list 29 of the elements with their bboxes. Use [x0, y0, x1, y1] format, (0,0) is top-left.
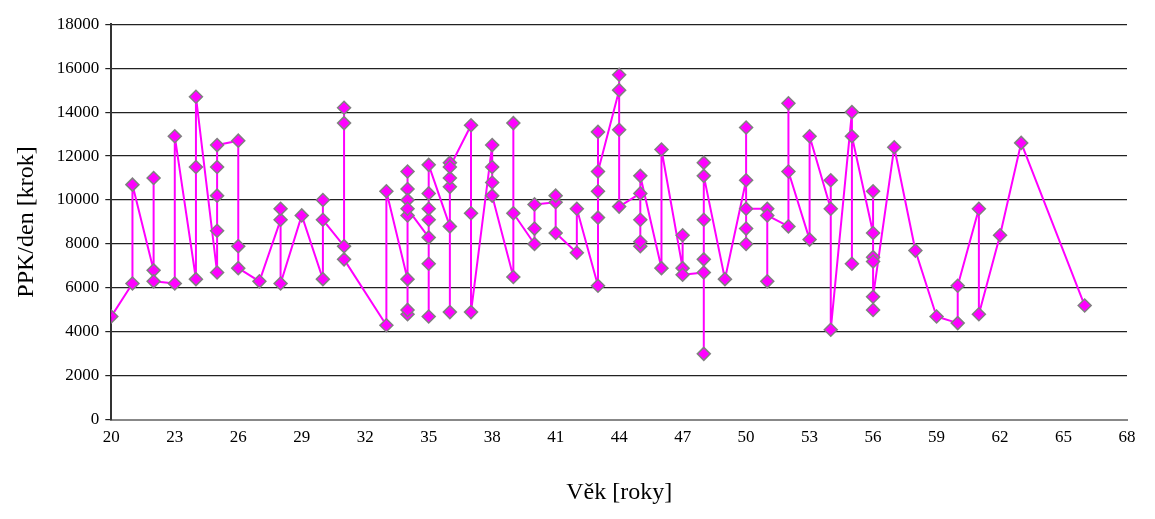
- y-tick-label: 4000: [65, 321, 100, 341]
- x-tick-label: 68: [1118, 427, 1136, 447]
- x-tick-label: 32: [356, 427, 374, 447]
- x-tick-label: 20: [102, 427, 120, 447]
- y-axis-title: PPK/den [krok]: [11, 146, 38, 298]
- y-tick-label: 18000: [56, 13, 100, 33]
- x-tick-label: 47: [674, 427, 692, 447]
- x-tick-label: 23: [166, 427, 184, 447]
- x-axis-title: Věk [roky]: [566, 477, 673, 504]
- x-tick-label: 29: [293, 427, 311, 447]
- x-tick-label: 44: [610, 427, 629, 447]
- y-tick-label: 10000: [56, 189, 100, 209]
- x-tick-label: 53: [801, 427, 819, 447]
- y-tick-label: 14000: [56, 101, 100, 121]
- x-tick-label: 41: [547, 427, 565, 447]
- y-tick-label: 0: [90, 409, 100, 429]
- y-tick-label: 6000: [65, 277, 100, 297]
- x-tick-label: 65: [1055, 427, 1073, 447]
- y-tick-label: 16000: [56, 57, 100, 77]
- x-tick-label: 38: [483, 427, 501, 447]
- x-tick-label: 50: [737, 427, 755, 447]
- y-tick-label: 8000: [65, 233, 100, 253]
- y-tick-label: 12000: [56, 145, 100, 165]
- x-tick-label: 26: [229, 427, 247, 447]
- y-tick-label: 2000: [65, 365, 100, 385]
- x-tick-label: 56: [864, 427, 882, 447]
- x-tick-label: 59: [928, 427, 946, 447]
- x-tick-label: 62: [991, 427, 1009, 447]
- x-tick-label: 35: [420, 427, 438, 447]
